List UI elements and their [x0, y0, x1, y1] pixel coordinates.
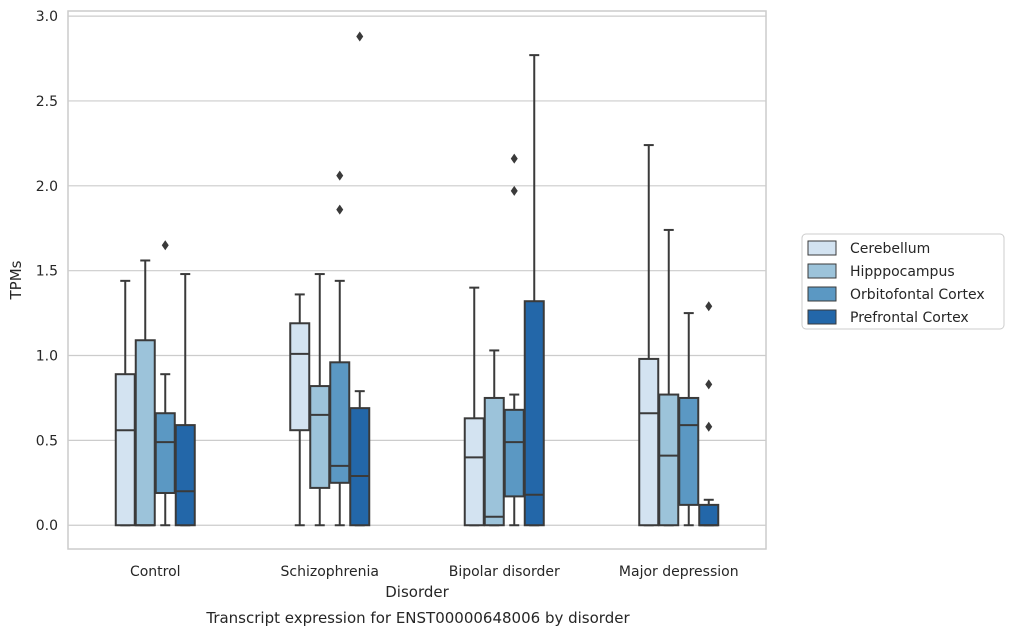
box-prefrontal-cortex: [698, 301, 720, 527]
box-body: [483, 396, 505, 527]
box-orbitofontal-cortex: [329, 170, 351, 527]
outlier-point: [336, 170, 344, 181]
box-body: [523, 300, 545, 527]
outlier-point: [510, 185, 518, 196]
box-cerebellum: [463, 286, 485, 527]
box-body: [349, 407, 371, 527]
chart-caption: Transcript expression for ENST0000064800…: [205, 609, 630, 627]
outlier-point: [356, 31, 364, 42]
outlier-point: [336, 204, 344, 215]
box-cerebellum: [289, 293, 311, 527]
legend: Cerebellum Hipppocampus Orbitofontal Corte…: [801, 233, 1005, 330]
box-body: [309, 385, 331, 489]
x-tick-label: Schizophrenia: [281, 564, 379, 580]
box-body: [154, 412, 176, 494]
outlier-point: [705, 301, 713, 312]
y-tick-label: 1.5: [36, 264, 58, 280]
box-body: [463, 417, 485, 527]
legend-swatch: [807, 286, 837, 302]
box-prefrontal-cortex: [349, 31, 371, 527]
outlier-point: [510, 153, 518, 164]
box-body: [503, 408, 525, 498]
box-hipppocampus: [483, 349, 505, 527]
box-hipppocampus: [658, 228, 680, 527]
y-tick-label: 0.5: [36, 433, 58, 449]
x-axis-ticks: Control Schizophrenia Bipolar disorder Majo…: [130, 564, 739, 580]
legend-swatch: [807, 240, 837, 256]
legend-label: Prefrontal Cortex: [850, 310, 969, 326]
box-body: [638, 357, 660, 527]
box-prefrontal-cortex: [174, 273, 196, 527]
box-orbitofontal-cortex: [154, 240, 176, 527]
y-tick-label: 2.0: [36, 179, 58, 195]
box-hipppocampus: [134, 259, 156, 527]
y-axis-ticks: 0.0 0.5 1.0 1.5 2.0 2.5 3.0: [36, 9, 58, 534]
box-body: [658, 393, 680, 527]
box-orbitofontal-cortex: [678, 312, 700, 527]
box-body: [289, 322, 311, 432]
legend-label: Cerebellum: [850, 241, 930, 257]
boxes-layer: [114, 31, 720, 527]
y-tick-label: 3.0: [36, 9, 58, 25]
box-prefrontal-cortex: [523, 54, 545, 527]
x-axis-label: Disorder: [385, 583, 449, 601]
legend-label: Hipppocampus: [850, 264, 955, 280]
box-body: [329, 361, 351, 484]
outlier-point: [161, 240, 169, 251]
x-tick-label: Major depression: [619, 564, 739, 580]
legend-label: Orbitofontal Cortex: [850, 287, 985, 303]
y-tick-label: 0.0: [36, 518, 58, 534]
box-cerebellum: [638, 144, 660, 527]
box-body: [678, 396, 700, 506]
plot-frame: [67, 10, 767, 550]
legend-frame: [801, 233, 1005, 330]
y-tick-label: 1.0: [36, 349, 58, 365]
box-body: [174, 424, 196, 527]
box-hipppocampus: [309, 273, 331, 527]
x-tick-label: Bipolar disorder: [449, 564, 560, 580]
box-body: [114, 373, 136, 527]
outlier-point: [705, 421, 713, 432]
box-cerebellum: [114, 279, 136, 527]
box-body: [698, 503, 720, 527]
outlier-point: [705, 379, 713, 390]
legend-swatch: [807, 309, 837, 325]
box-body: [134, 339, 156, 527]
x-tick-label: Control: [130, 564, 181, 580]
legend-swatch: [807, 263, 837, 279]
y-tick-label: 2.5: [36, 94, 58, 110]
box-orbitofontal-cortex: [503, 153, 525, 527]
y-axis-label: TPMs: [7, 260, 25, 300]
